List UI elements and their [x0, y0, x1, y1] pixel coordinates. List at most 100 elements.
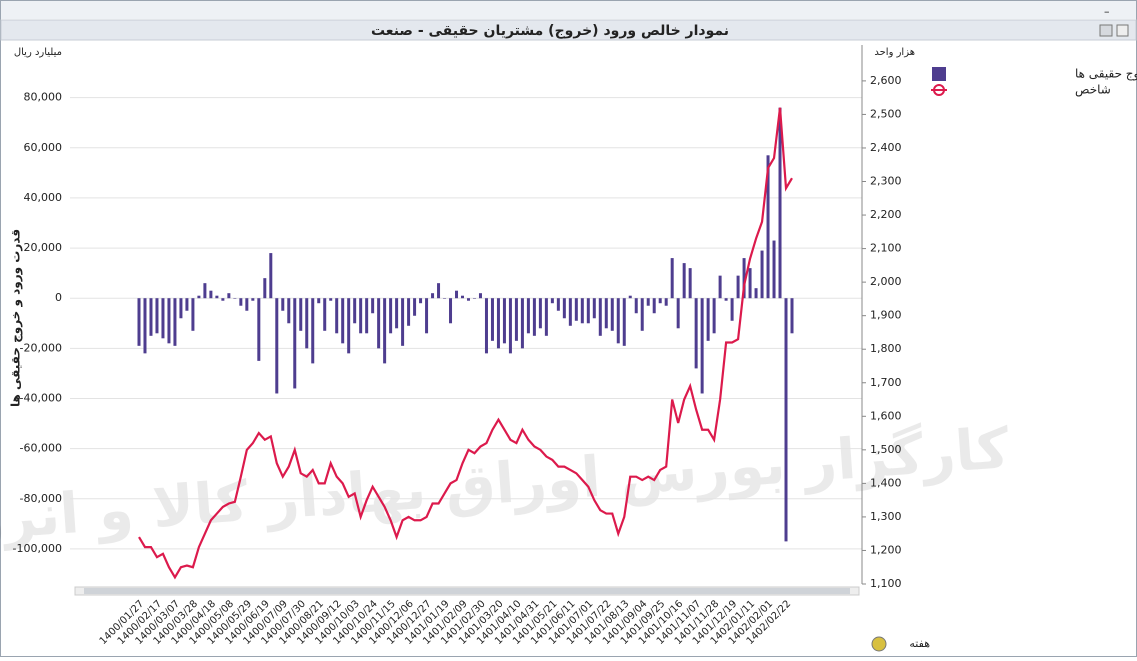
bar — [449, 298, 453, 324]
bar — [401, 298, 405, 346]
bar — [490, 298, 494, 341]
bar — [550, 298, 554, 304]
bar — [341, 298, 345, 344]
y2-tick-label: 1,500 — [870, 443, 902, 456]
bar — [580, 298, 584, 324]
bar — [676, 298, 680, 329]
legend-label: قدرت ورود و خروج حقیقی ها — [1075, 67, 1137, 82]
bar — [730, 298, 734, 321]
y2-tick-label: 1,800 — [870, 342, 902, 355]
bar — [670, 258, 674, 299]
export-icon[interactable] — [1099, 24, 1113, 37]
bar — [574, 298, 578, 321]
bar — [245, 298, 249, 311]
y-tick-label: 0 — [55, 291, 62, 304]
bar — [784, 298, 788, 542]
bar — [508, 298, 512, 354]
y2-tick-label: 1,900 — [870, 309, 902, 322]
bar — [269, 253, 273, 299]
bar — [526, 298, 530, 334]
legend-swatch — [933, 84, 945, 96]
bar — [496, 298, 500, 349]
bar — [431, 293, 435, 299]
bar — [305, 298, 309, 349]
bar — [443, 298, 447, 299]
bar — [233, 298, 237, 299]
y2-tick-label: 2,100 — [870, 242, 902, 255]
bar — [562, 298, 566, 319]
bar — [520, 298, 524, 349]
bar — [419, 298, 423, 304]
bar — [538, 298, 542, 329]
bar — [610, 298, 614, 331]
bar — [646, 298, 650, 306]
bar — [472, 298, 476, 299]
bar — [664, 298, 668, 306]
bar — [712, 298, 716, 334]
y-tick-label: 80,000 — [24, 91, 63, 104]
bar — [778, 107, 782, 299]
y2-tick-label: 1,200 — [870, 543, 902, 556]
y2-tick-label: 1,600 — [870, 409, 902, 422]
x-title: هفته — [909, 637, 930, 650]
bar — [389, 298, 393, 334]
bar — [598, 298, 602, 336]
bar — [161, 298, 165, 339]
y-tick-label: -40,000 — [20, 391, 62, 404]
y2-tick-label: 2,000 — [870, 275, 902, 288]
scrollbar-thumb[interactable] — [84, 588, 850, 594]
bar — [718, 275, 722, 299]
bar — [329, 298, 333, 301]
chart-title: نمودار خالص ورود (خروج) مشتریان حقیقی - … — [371, 23, 729, 39]
bar — [143, 298, 147, 354]
bar — [461, 295, 465, 299]
bar — [275, 298, 279, 394]
bar — [395, 298, 399, 329]
y2-tick-label: 2,400 — [870, 141, 902, 154]
nav-icon[interactable] — [871, 636, 887, 652]
legend-swatch — [932, 67, 946, 81]
y2-tick-label: 1,700 — [870, 376, 902, 389]
line — [138, 107, 793, 580]
bar — [221, 298, 225, 301]
bar — [772, 240, 776, 299]
y2-tick-label: 1,400 — [870, 476, 902, 489]
bar — [700, 298, 704, 394]
y2-unit: هزار واحد — [874, 47, 915, 58]
bar — [754, 288, 758, 299]
y-tick-label: -20,000 — [20, 341, 62, 354]
bar — [658, 298, 662, 304]
bar — [437, 283, 441, 299]
minimize-button[interactable]: – — [1104, 5, 1110, 18]
y2-tick-label: 1,300 — [870, 510, 902, 523]
bar — [592, 298, 596, 319]
bar — [377, 298, 381, 349]
title-bar — [0, 19, 1137, 41]
bar — [640, 298, 644, 331]
bar — [556, 298, 560, 311]
y2-tick-label: 2,200 — [870, 208, 902, 221]
bar — [568, 298, 572, 326]
bar — [502, 298, 506, 344]
bar — [353, 298, 357, 324]
bar — [263, 278, 267, 299]
bar — [748, 268, 752, 299]
y-unit: میلیارد ریال — [14, 47, 62, 58]
bar — [628, 295, 632, 299]
y-tick-label: 20,000 — [24, 241, 63, 254]
bar — [239, 298, 243, 306]
bar — [616, 298, 620, 344]
bar — [544, 298, 548, 336]
print-icon[interactable] — [1116, 24, 1129, 37]
bar — [335, 298, 339, 334]
bar — [736, 275, 740, 299]
y2-tick-label: 2,500 — [870, 107, 902, 120]
bar — [634, 298, 638, 314]
bar — [766, 155, 770, 299]
y-title: قدرت ورود و خروج حقیقی ها — [9, 229, 24, 407]
bar — [173, 298, 177, 346]
bar — [185, 298, 189, 311]
bar — [317, 298, 321, 304]
